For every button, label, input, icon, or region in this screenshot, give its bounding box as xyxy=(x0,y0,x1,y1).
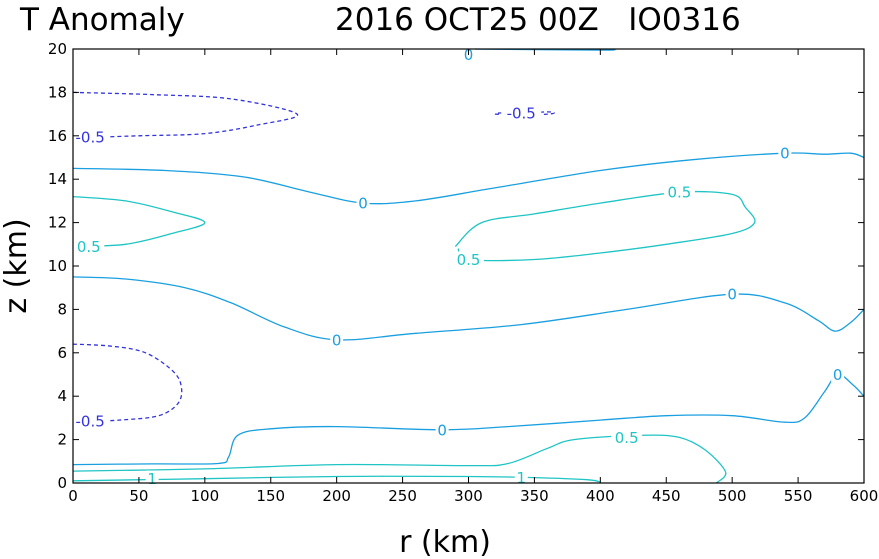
contour-label-15: 1 xyxy=(516,469,526,487)
x-tick-label-7: 350 xyxy=(520,487,549,505)
contour-label-13: 0.5 xyxy=(615,429,639,447)
x-tick-label-5: 250 xyxy=(388,487,417,505)
y-tick-label-3: 6 xyxy=(57,344,67,362)
contour-label-1: -0.5 xyxy=(75,128,104,146)
contour-label-12: 0 xyxy=(437,421,447,439)
chart-title-right: 2016 OCT25 00Z IO0316 xyxy=(335,2,741,38)
contour-label-bg-4 xyxy=(356,195,370,212)
contour-label-8: 0 xyxy=(727,286,737,304)
y-tick-label-9: 18 xyxy=(48,83,67,101)
contour-line-4 xyxy=(72,152,865,205)
contour-label-bg-2 xyxy=(501,105,542,122)
contour-label-7: 0.5 xyxy=(457,251,481,269)
contour-line-10 xyxy=(72,475,601,483)
contour-label-bg-11 xyxy=(70,413,111,430)
y-tick-label-4: 8 xyxy=(57,300,67,318)
contour-label-4: 0 xyxy=(358,195,368,213)
contour-label-14: 1 xyxy=(147,470,157,488)
x-axis: 0 50 100 150 200 250 300 350 400 450 500 550 600 xyxy=(68,49,878,505)
contour-label-bg-3 xyxy=(778,145,792,162)
contour-label-bg-1 xyxy=(70,128,111,145)
contour-label-bg-6 xyxy=(663,184,695,201)
contour-line-7 xyxy=(72,195,206,248)
contour-label-bg-5 xyxy=(73,238,105,255)
contour-line-8 xyxy=(454,190,756,262)
x-tick-label-3: 150 xyxy=(256,487,285,505)
contour-label-bg-7 xyxy=(453,251,484,268)
x-tick-label-1: 50 xyxy=(129,487,148,505)
x-tick-label-6: 300 xyxy=(454,487,483,505)
y-tick-label-0: 0 xyxy=(57,474,67,492)
x-tick-label-11: 550 xyxy=(784,487,813,505)
contour-line-6 xyxy=(72,373,865,466)
x-axis-label: r (km) xyxy=(399,525,491,559)
contour-lines xyxy=(72,48,865,484)
y-tick-label-5: 10 xyxy=(48,257,67,275)
x-tick-label-0: 0 xyxy=(68,487,78,505)
contour-label-11: -0.5 xyxy=(75,413,104,431)
contour-line-9 xyxy=(72,434,727,484)
contour-label-5: 0.5 xyxy=(77,238,101,256)
x-tick-label-8: 400 xyxy=(586,487,615,505)
y-tick-label-2: 4 xyxy=(57,387,67,405)
chart-title-left: T Anomaly xyxy=(19,2,185,38)
y-tick-label-1: 2 xyxy=(57,431,67,449)
contour-label-bg-12 xyxy=(435,421,449,438)
y-axis-label: z (km) xyxy=(0,218,34,313)
y-tick-label-8: 16 xyxy=(48,127,67,145)
x-tick-label-4: 200 xyxy=(322,487,351,505)
contour-line-0 xyxy=(72,91,298,139)
contour-line-5 xyxy=(72,276,865,341)
contour-label-bg-9 xyxy=(330,331,344,348)
x-tick-label-10: 500 xyxy=(718,487,747,505)
contour-label-3: 0 xyxy=(780,145,790,163)
contour-label-bg-8 xyxy=(725,286,739,303)
x-tick-label-2: 100 xyxy=(191,487,220,505)
contour-label-6: 0.5 xyxy=(668,184,692,202)
y-tick-label-6: 12 xyxy=(48,214,67,232)
y-tick-label-7: 14 xyxy=(48,170,67,188)
contour-label-9: 0 xyxy=(332,331,342,349)
contour-line-1 xyxy=(72,343,183,423)
x-tick-label-12: 600 xyxy=(850,487,879,505)
contour-label-bg-13 xyxy=(611,429,643,446)
x-tick-label-9: 450 xyxy=(652,487,681,505)
contour-label-10: 0 xyxy=(833,366,843,384)
contour-label-2: -0.5 xyxy=(507,105,536,123)
contour-label-bg-15 xyxy=(514,469,528,486)
contour-label-bg-10 xyxy=(831,366,845,383)
y-tick-label-10: 20 xyxy=(48,40,67,58)
